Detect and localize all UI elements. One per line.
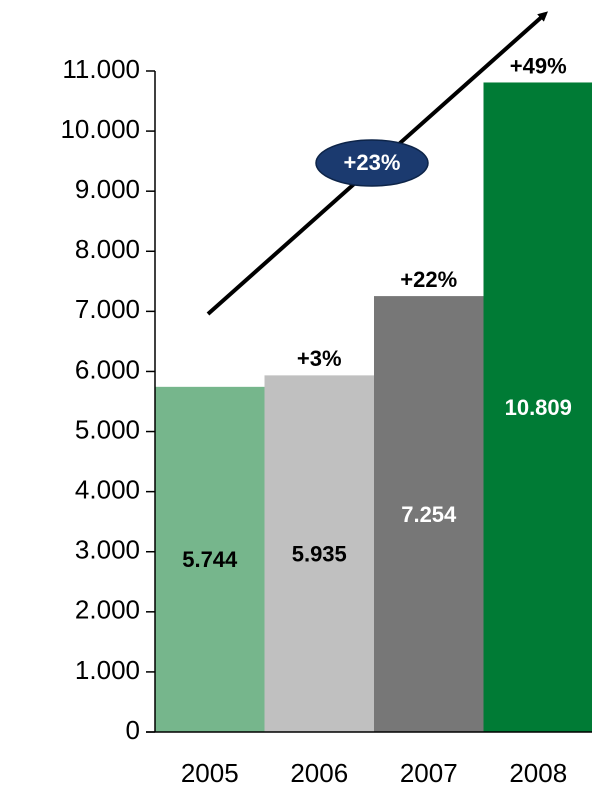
y-tick-label: 8.000: [75, 234, 140, 264]
bar: [374, 296, 484, 732]
growth-label: +3%: [297, 346, 342, 371]
x-tick-label: 2008: [509, 758, 567, 788]
y-tick-label: 0: [126, 715, 140, 745]
value-label: 5.744: [182, 547, 238, 572]
y-tick-label: 5.000: [75, 414, 140, 444]
x-tick-label: 2006: [290, 758, 348, 788]
bar: [155, 386, 265, 732]
y-tick-label: 7.000: [75, 294, 140, 324]
value-label: 5.935: [292, 541, 347, 566]
value-label: 10.809: [505, 395, 572, 420]
growth-label: +49%: [510, 53, 567, 78]
value-label: 7.254: [401, 502, 457, 527]
y-tick-label: 9.000: [75, 174, 140, 204]
trend-label: +23%: [344, 150, 401, 175]
growth-label: +22%: [400, 267, 457, 292]
y-tick-label: 3.000: [75, 535, 140, 565]
y-tick-label: 2.000: [75, 595, 140, 625]
x-tick-label: 2005: [181, 758, 239, 788]
y-tick-label: 6.000: [75, 354, 140, 384]
y-tick-label: 1.000: [75, 655, 140, 685]
bar: [483, 82, 592, 733]
y-tick-label: 4.000: [75, 475, 140, 505]
bar: [264, 375, 374, 732]
trend-badge: [315, 139, 429, 187]
x-tick-label: 2007: [400, 758, 458, 788]
y-tick-label: 10.000: [60, 114, 140, 144]
y-tick-label: 11.000: [62, 54, 140, 84]
